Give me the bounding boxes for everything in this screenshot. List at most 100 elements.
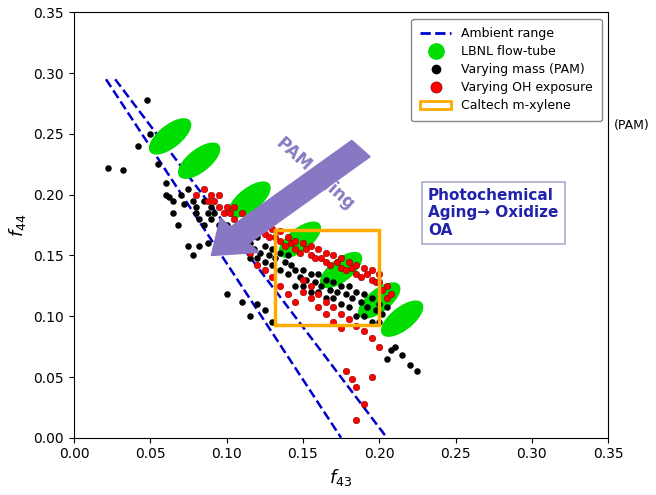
Point (275, 249, 285, 257)
Ellipse shape (150, 119, 191, 154)
Point (264, 233, 275, 241)
Point (244, 225, 255, 233)
Point (244, 312, 255, 320)
Point (267, 225, 277, 233)
Point (102, 164, 113, 172)
Point (285, 240, 296, 248)
Point (336, 300, 346, 308)
Point (371, 278, 381, 286)
Point (336, 324, 346, 332)
Point (244, 254, 255, 262)
Bar (276, 230, 379, 325)
Point (239, 217, 250, 225)
Point (252, 254, 262, 262)
Point (412, 367, 422, 375)
Point (367, 373, 377, 381)
Point (336, 264, 346, 272)
Point (346, 264, 357, 272)
Legend: Ambient range, LBNL flow-tube, Varying mass (PAM), Varying OH exposure, Caltech : Ambient range, LBNL flow-tube, Varying m… (411, 19, 602, 121)
Point (203, 197, 214, 205)
Point (252, 261, 262, 269)
Point (229, 246, 239, 253)
Point (305, 270, 316, 278)
Point (328, 318, 338, 326)
Point (270, 233, 281, 241)
Point (142, 96, 152, 104)
Point (290, 246, 300, 253)
Point (340, 266, 351, 274)
Point (279, 257, 290, 265)
Ellipse shape (178, 143, 220, 178)
Ellipse shape (382, 301, 422, 336)
Point (283, 233, 293, 241)
Point (218, 209, 229, 217)
Point (283, 291, 293, 298)
Point (300, 276, 311, 284)
Point (249, 246, 259, 253)
Point (300, 246, 311, 253)
Point (321, 297, 331, 305)
Point (344, 302, 354, 310)
Ellipse shape (321, 252, 361, 288)
Point (382, 355, 392, 363)
Point (351, 383, 361, 391)
Point (298, 282, 308, 290)
Point (206, 191, 216, 198)
Point (386, 291, 397, 298)
Point (173, 221, 183, 229)
Point (328, 251, 338, 259)
Point (305, 282, 316, 290)
Point (356, 273, 366, 281)
Point (305, 294, 316, 302)
Point (359, 264, 369, 272)
Point (295, 273, 305, 281)
Point (351, 322, 361, 330)
Point (310, 278, 320, 286)
Point (316, 254, 327, 262)
Point (260, 306, 270, 314)
Point (234, 242, 244, 250)
Point (206, 203, 216, 211)
Point (176, 191, 186, 198)
Y-axis label: $f_{44}$: $f_{44}$ (7, 213, 28, 237)
Point (224, 209, 235, 217)
Point (359, 327, 369, 335)
Point (321, 276, 331, 284)
Point (252, 300, 262, 308)
Point (344, 282, 354, 290)
Point (237, 297, 247, 305)
Point (153, 160, 163, 168)
Point (237, 227, 247, 235)
Point (313, 270, 323, 278)
Point (298, 266, 308, 274)
Point (386, 346, 397, 354)
Point (188, 251, 198, 259)
Point (260, 257, 270, 265)
X-axis label: $f_{43}$: $f_{43}$ (329, 467, 353, 488)
Point (229, 215, 239, 223)
Point (356, 297, 366, 305)
Point (267, 318, 277, 326)
Point (260, 221, 270, 229)
Point (237, 209, 247, 217)
Ellipse shape (279, 222, 320, 257)
Point (279, 242, 290, 250)
Ellipse shape (229, 182, 270, 217)
Point (298, 276, 308, 284)
Point (325, 261, 336, 269)
Point (359, 291, 369, 298)
Point (145, 130, 155, 138)
Point (351, 416, 361, 424)
Point (367, 334, 377, 342)
Point (367, 318, 377, 326)
Point (351, 261, 361, 269)
Point (209, 197, 220, 205)
Point (377, 286, 388, 294)
Point (325, 286, 336, 294)
Point (331, 257, 342, 265)
Point (239, 237, 250, 245)
Point (374, 270, 384, 278)
Point (237, 242, 247, 250)
Point (371, 306, 381, 314)
Ellipse shape (359, 283, 400, 318)
